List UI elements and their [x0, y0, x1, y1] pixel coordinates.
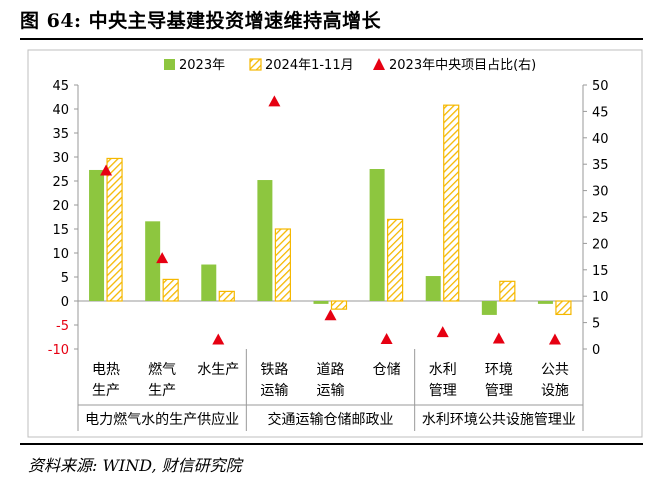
group-label: 交通运输仓储邮政业 [268, 411, 394, 428]
y-tick-label-left: 45 [52, 79, 69, 94]
bar-2024 [218, 290, 235, 302]
category-label: 运输 [317, 383, 345, 399]
legend-label-central-share: 2023年中央项目占比(右) [389, 58, 536, 73]
y-tick-label-right: 5 [592, 317, 600, 332]
category-label: 环境 [485, 362, 513, 378]
y-tick-label-left: 5 [61, 271, 69, 286]
marker-central-share [212, 333, 225, 345]
y-tick-label-right: 45 [592, 105, 609, 120]
title-rule [20, 38, 643, 40]
marker-central-share [492, 332, 505, 344]
y-tick-label-right: 10 [592, 290, 609, 305]
y-tick-label-left: 20 [52, 199, 69, 214]
bar-2023 [369, 169, 385, 301]
bar-2023 [89, 169, 105, 301]
group-label: 电力燃气水的生产供应业 [85, 411, 239, 428]
bar-2023 [201, 264, 217, 301]
bar-2024 [162, 278, 179, 302]
y-tick-label-left: -5 [56, 319, 69, 334]
legend-label-2023: 2023年 [179, 58, 225, 73]
bar-2024 [555, 300, 572, 316]
markers [100, 95, 561, 345]
y-tick-label-right: 50 [592, 79, 609, 94]
marker-central-share [324, 309, 337, 321]
group-label: 水利环境公共设施管理业 [422, 412, 576, 428]
category-label: 仓储 [373, 362, 401, 378]
y-tick-label-right: 30 [592, 185, 609, 200]
legend-item-2024: 2024年1-11月 [249, 58, 354, 73]
y-tick-label-left: 40 [52, 103, 69, 118]
y-tick-label-right: 0 [592, 343, 600, 358]
bar-2023 [257, 180, 273, 301]
bar-2024 [499, 280, 516, 302]
y-tick-label-left: 25 [52, 175, 69, 190]
bar-2024 [274, 228, 291, 302]
category-label: 生产 [92, 383, 120, 399]
bottom-rule [20, 443, 643, 445]
bar-2023 [537, 301, 553, 304]
category-label: 运输 [260, 383, 288, 399]
category-label: 公共 [541, 362, 569, 378]
axes: 454035302520151050-5-1050454035302520151… [48, 79, 609, 358]
category-label: 电热 [92, 362, 120, 378]
legend-item-2023: 2023年 [164, 58, 225, 73]
bar-2024 [443, 104, 460, 302]
bar-2024 [106, 157, 123, 302]
category-label: 铁路 [260, 362, 288, 378]
y-tick-label-right: 35 [592, 158, 609, 173]
legend: 2023年 2024年1-11月 2023年中央项目占比(右) [164, 58, 536, 73]
source-note: 资料来源: WIND, 财信研究院 [28, 456, 242, 475]
category-label: 管理 [429, 383, 457, 399]
group-labels: 电力燃气水的生产供应业 交通运输仓储邮政业 水利环境公共设施管理业 [77, 349, 584, 431]
bar-2024 [330, 300, 348, 310]
marker-central-share [380, 332, 393, 344]
marker-central-share [156, 252, 169, 264]
y-tick-label-left: 15 [52, 223, 69, 238]
plot-frame [27, 49, 643, 438]
y-tick-label-right: 25 [592, 211, 609, 226]
bar-2023 [145, 221, 161, 301]
category-label: 水利 [429, 362, 457, 378]
category-label: 道路 [317, 362, 345, 378]
marker-central-share [436, 326, 449, 338]
legend-item-central-share: 2023年中央项目占比(右) [373, 58, 536, 73]
bar-2023 [425, 276, 441, 301]
legend-label-2024: 2024年1-11月 [265, 58, 354, 73]
category-label: 水生产 [197, 362, 239, 378]
y-tick-label-right: 15 [592, 264, 609, 279]
category-label: 燃气 [148, 361, 176, 378]
y-tick-label-right: 40 [592, 132, 609, 147]
figure-title: 图 64: 中央主导基建投资增速维持高增长 [20, 10, 382, 32]
category-label: 管理 [485, 383, 513, 399]
y-tick-label-left: 35 [52, 127, 69, 142]
category-label: 生产 [148, 383, 176, 399]
y-tick-label-left: -10 [48, 343, 69, 358]
marker-central-share [548, 333, 561, 345]
bar-2023 [313, 301, 329, 304]
category-label: 设施 [541, 383, 569, 399]
bar-2024 [387, 218, 404, 302]
marker-central-share [100, 164, 113, 176]
marker-central-share [268, 95, 281, 107]
y-tick-label-left: 10 [52, 247, 69, 262]
y-tick-label-left: 0 [61, 295, 69, 310]
bars [89, 104, 572, 316]
bar-2023 [481, 301, 497, 315]
y-tick-label-left: 30 [52, 151, 69, 166]
y-tick-label-right: 20 [592, 237, 609, 252]
